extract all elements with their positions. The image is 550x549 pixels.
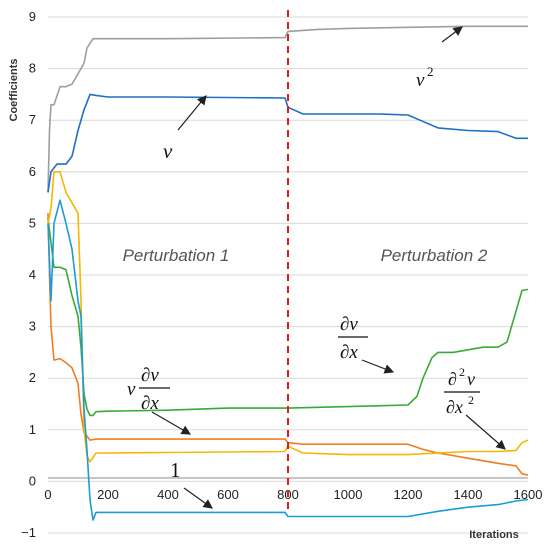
x-axis-title: Iterations xyxy=(469,529,519,541)
label-v-dv-dx: v ∂v ∂x xyxy=(127,365,170,414)
series-line xyxy=(47,199,529,521)
arrow-d2v-dx2 xyxy=(465,414,506,450)
series-lines xyxy=(47,25,529,521)
y-tick-label: 2 xyxy=(29,370,36,385)
x-tick-label: 1400 xyxy=(454,487,483,502)
svg-text:v: v xyxy=(127,379,136,400)
arrow-v-dv-dx xyxy=(151,411,192,435)
x-tick-label: 1000 xyxy=(334,487,363,502)
svg-text:∂v: ∂v xyxy=(141,365,159,386)
svg-text:v: v xyxy=(163,139,173,163)
label-one: 1 xyxy=(170,458,181,482)
svg-text:∂x: ∂x xyxy=(340,342,358,363)
y-tick-label: −1 xyxy=(21,525,36,540)
label-dv-dx: ∂v ∂x xyxy=(338,314,368,363)
series-line xyxy=(47,213,529,476)
svg-text:∂x: ∂x xyxy=(141,393,159,414)
series-line xyxy=(47,171,529,463)
label-v: v xyxy=(163,139,173,163)
x-tick-label: 0 xyxy=(44,487,51,502)
y-tick-label: 0 xyxy=(29,473,36,488)
y-tick-label: 7 xyxy=(29,112,36,127)
arrow-v xyxy=(177,95,207,131)
perturbation-2-label: Perturbation 2 xyxy=(381,246,488,265)
series-line xyxy=(47,25,528,193)
x-tick-label: 400 xyxy=(157,487,179,502)
svg-text:2: 2 xyxy=(468,393,474,407)
x-tick-label: 1200 xyxy=(394,487,423,502)
y-tick-label: 5 xyxy=(29,215,36,230)
y-tick-label: 9 xyxy=(29,9,36,24)
svg-text:∂: ∂ xyxy=(448,369,457,389)
label-v-squared: v 2 xyxy=(416,64,434,91)
y-axis-title: Coefficients xyxy=(8,59,20,122)
x-tick-label: 600 xyxy=(217,487,239,502)
series-line xyxy=(47,93,528,193)
arrow-v-squared xyxy=(441,26,463,43)
svg-text:2: 2 xyxy=(459,365,465,379)
arrow-one xyxy=(183,487,213,509)
svg-text:v: v xyxy=(467,369,475,389)
annotation-arrows xyxy=(151,26,506,509)
svg-text:∂v: ∂v xyxy=(340,314,358,335)
x-tick-labels: 02004006008001000120014001600 xyxy=(44,487,542,502)
svg-text:∂x: ∂x xyxy=(446,397,463,417)
y-tick-label: 4 xyxy=(29,267,36,282)
y-tick-label: 8 xyxy=(29,61,36,76)
svg-text:v: v xyxy=(416,70,425,91)
svg-text:2: 2 xyxy=(427,64,434,79)
y-tick-labels: −1 0 1 2 3 4 5 6 7 8 9 xyxy=(21,9,36,540)
y-tick-label: 1 xyxy=(29,422,36,437)
x-tick-label: 200 xyxy=(97,487,119,502)
svg-text:1: 1 xyxy=(170,458,181,482)
y-tick-label: 6 xyxy=(29,164,36,179)
label-d2v-dx2: ∂ 2 v ∂x 2 xyxy=(444,365,480,417)
x-tick-label: 1600 xyxy=(514,487,543,502)
series-line xyxy=(47,218,529,417)
arrow-dv-dx xyxy=(361,359,395,374)
y-tick-label: 3 xyxy=(29,319,36,334)
perturbation-1-label: Perturbation 1 xyxy=(123,246,230,265)
